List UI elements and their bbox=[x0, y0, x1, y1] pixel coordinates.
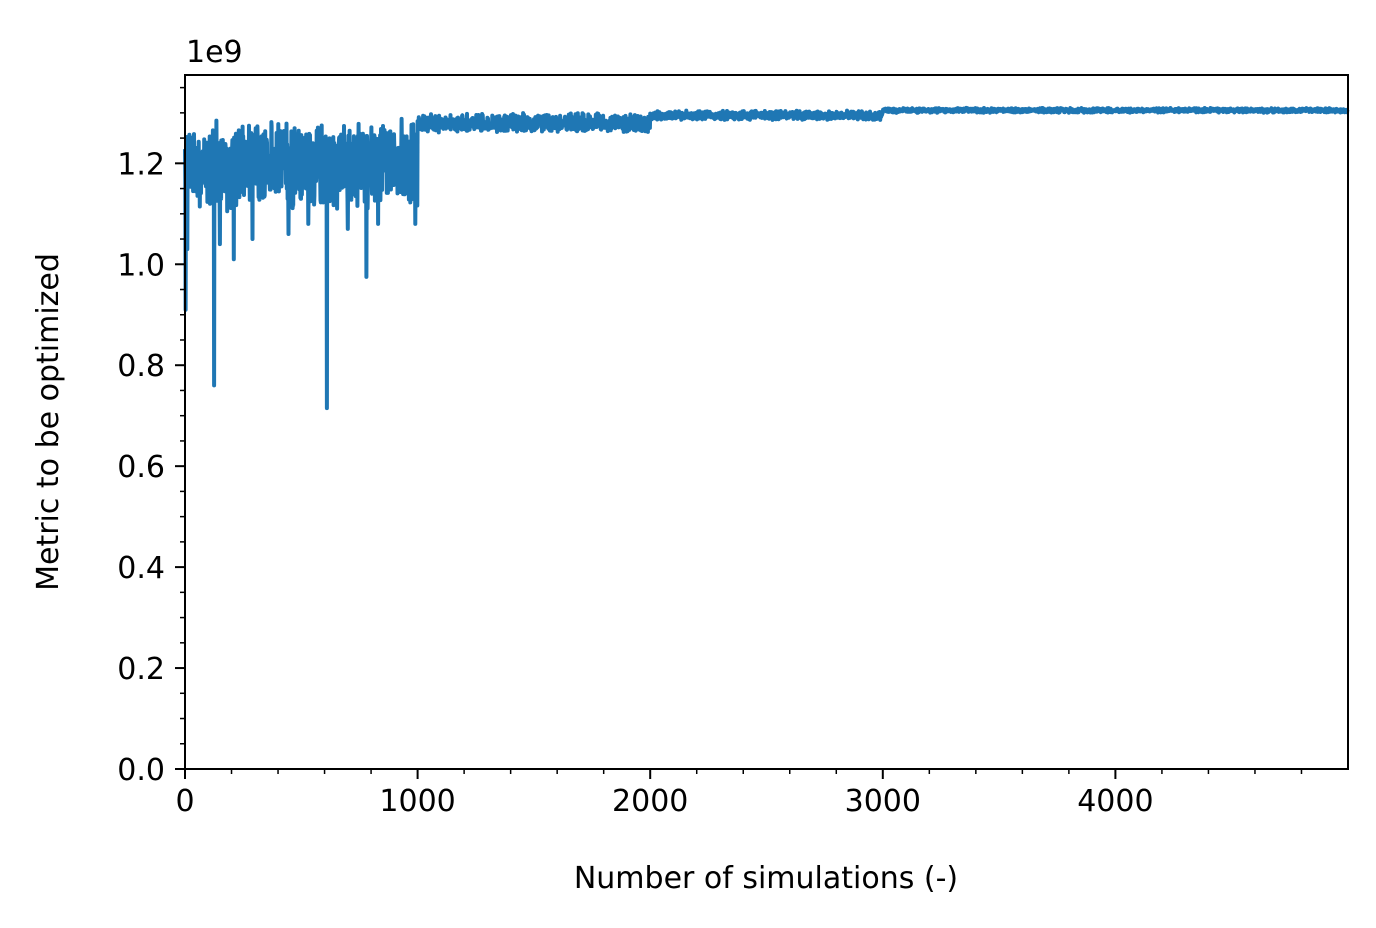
x-tick-label: 4000 bbox=[1077, 784, 1153, 819]
x-tick-label: 0 bbox=[175, 784, 194, 819]
y-offset-label: 1e9 bbox=[186, 35, 243, 70]
x-axis-title: Number of simulations (-) bbox=[574, 861, 958, 896]
x-tick-label: 1000 bbox=[379, 784, 455, 819]
ticks-layer: 0 1000 2000 3000 4000 0.0 0.2 0.4 0.6 0.8 1.0 1.2 bbox=[117, 86, 1303, 819]
y-tick-label: 0.6 bbox=[117, 450, 165, 485]
y-tick-label: 0.0 bbox=[117, 753, 165, 788]
y-tick-label: 1.0 bbox=[117, 248, 165, 283]
series-layer bbox=[183, 105, 1350, 411]
y-axis-title: Metric to be optimized bbox=[31, 253, 66, 591]
x-tick-label: 2000 bbox=[612, 784, 688, 819]
x-tick-label: 3000 bbox=[845, 784, 921, 819]
y-tick-label: 0.4 bbox=[117, 551, 165, 586]
series-line bbox=[183, 105, 1350, 411]
plot-area-frame bbox=[184, 74, 1349, 770]
y-tick-label: 0.2 bbox=[117, 652, 165, 687]
y-tick-label: 1.2 bbox=[117, 147, 165, 182]
y-tick-label: 0.8 bbox=[117, 349, 165, 384]
